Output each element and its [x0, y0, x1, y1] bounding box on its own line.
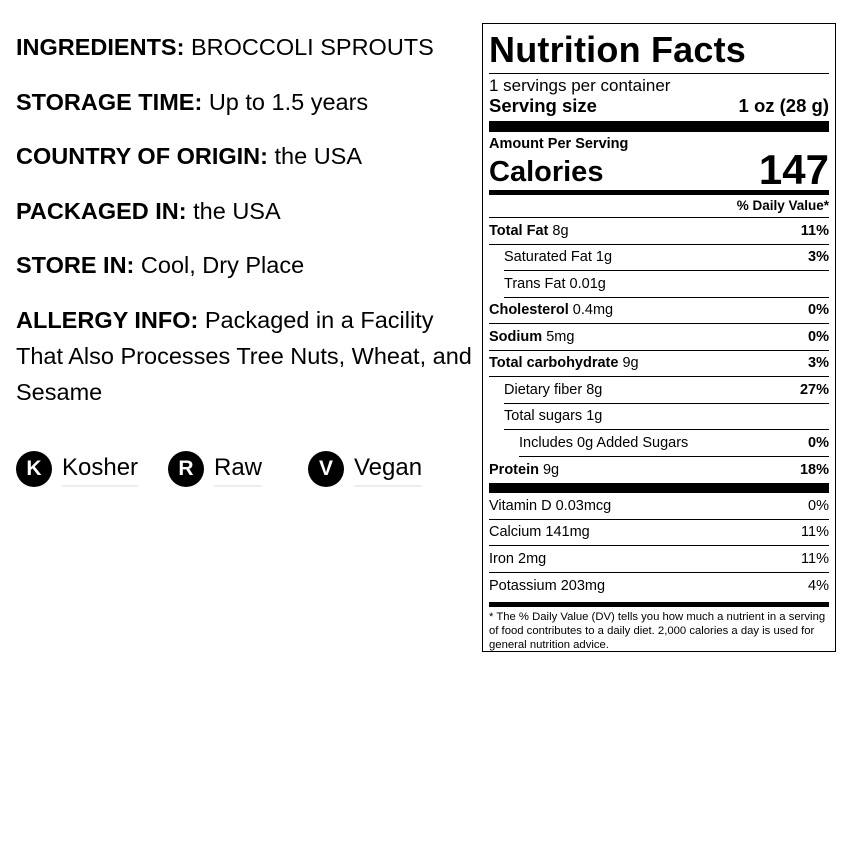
raw-icon: R: [168, 451, 204, 487]
vitamin-row-calcium: Calcium 141mg 11%: [489, 520, 829, 546]
nutrient-row-trans-fat: Trans Fat 0.01g: [504, 271, 829, 298]
amount-per-serving: Amount Per Serving: [489, 136, 629, 152]
nutrient-row-total-carbohydrate: Total carbohydrate 9g 3%: [489, 351, 829, 377]
nutrient-row-total-sugars: Total sugars 1g: [504, 404, 829, 430]
nutrient-row-protein: Protein 9g 18%: [489, 461, 829, 478]
ingredients: INGREDIENTS: BROCCOLI SPROUTS: [16, 34, 434, 60]
vitamin-row-iron: Iron 2mg 11%: [489, 546, 829, 573]
nutrient-row-saturated-fat: Saturated Fat 1g 3%: [504, 245, 829, 271]
calories: Calories 147: [489, 146, 829, 193]
vitamin-row-vitamin-d: Vitamin D 0.03mcg 0%: [489, 493, 829, 520]
nutrient-row-total-fat: Total Fat 8g 11%: [489, 218, 829, 245]
vegan-icon: V: [308, 451, 344, 487]
packaged-in: PACKAGED IN: the USA: [16, 197, 281, 224]
nutrient-row-sodium: Sodium 5mg 0%: [489, 324, 829, 351]
badge-kosher: K Kosher: [16, 451, 139, 487]
nutrient-row-dietary-fiber: Dietary fiber 8g 27%: [504, 377, 829, 404]
vitamin-row-potassium: Potassium 203mg 4%: [489, 577, 829, 594]
storage-time: STORAGE TIME: Up to 1.5 years: [16, 88, 369, 115]
servings-per-container: 1 servings per container: [489, 76, 671, 95]
footnote: * The % Daily Value (DV) tells you how m…: [489, 602, 829, 652]
badge-vegan: V Vegan: [308, 451, 423, 487]
nutrient-row-added-sugars: Includes 0g Added Sugars 0%: [519, 430, 829, 457]
serving-size: Serving size 1 oz (28 g): [489, 95, 829, 116]
product-info: INGREDIENTS: BROCCOLI SPROUTS STORAGE TI…: [16, 29, 476, 428]
label-title: Nutrition Facts: [489, 29, 747, 70]
daily-value-header: % Daily Value*: [489, 195, 829, 218]
nutrition-facts-label: Nutrition Facts 1 servings per container…: [482, 23, 836, 652]
allergy-info: ALLERGY INFO: Packaged in a Facility Tha…: [16, 306, 472, 405]
badge-raw: R Raw: [168, 451, 263, 487]
badges: K Kosher R Raw V Vegan: [16, 451, 476, 491]
nutrient-row-cholesterol: Cholesterol 0.4mg 0%: [489, 298, 829, 324]
kosher-icon: K: [16, 451, 52, 487]
store-in: STORE IN: Cool, Dry Place: [16, 252, 305, 278]
country-of-origin: COUNTRY OF ORIGIN: the USA: [16, 143, 363, 169]
